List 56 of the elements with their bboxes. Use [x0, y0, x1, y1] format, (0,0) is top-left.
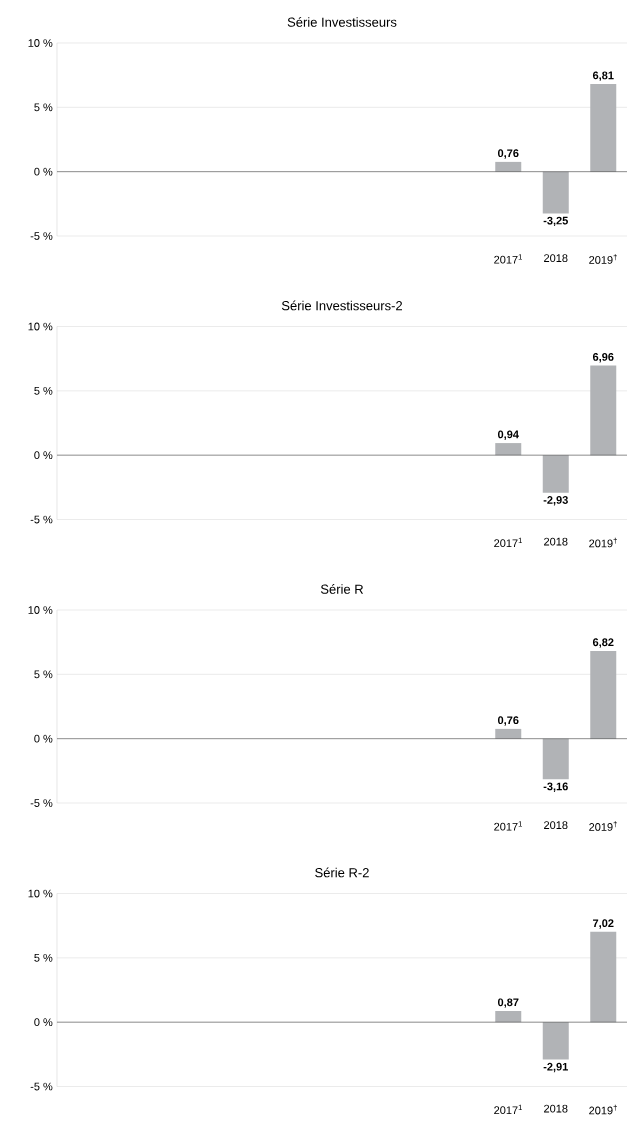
y-tick-label: -5 %	[30, 799, 53, 807]
data-label: 0,94	[497, 430, 519, 440]
bar	[542, 738, 569, 780]
x-tick-label: 2017$^{1}$	[494, 254, 522, 264]
chart-title: Série Investisseurs-2	[281, 300, 403, 311]
data-label: 6,81	[592, 71, 614, 81]
bar	[495, 161, 522, 172]
bar	[495, 443, 522, 456]
data-label: 7,02	[593, 919, 614, 929]
x-tick-label: 2019$^{†}$	[589, 821, 617, 831]
data-label: 0,87	[497, 998, 519, 1008]
data-label: 6,82	[592, 638, 614, 648]
y-tick-label: 5 %	[34, 953, 53, 962]
bar	[495, 1010, 522, 1023]
data-label: 6,96	[592, 353, 614, 363]
data-label: -3,16	[543, 782, 568, 792]
bar	[590, 650, 617, 739]
data-label: -2,93	[543, 496, 568, 506]
y-tick-label: 0 %	[34, 1018, 53, 1027]
chart-title: Série R-2	[315, 867, 369, 878]
y-tick-label: 10 %	[28, 39, 53, 47]
x-tick-label: 2018	[544, 537, 568, 546]
y-tick-label: 5 %	[34, 103, 53, 112]
data-label: -2,91	[543, 1062, 568, 1073]
x-tick-label: 2019$^{†}$	[589, 537, 617, 548]
bar	[542, 455, 569, 493]
y-tick-label: -5 %	[30, 232, 53, 240]
bar	[542, 171, 569, 214]
y-tick-label: 0 %	[34, 451, 53, 460]
y-tick-label: 10 %	[28, 606, 53, 614]
y-tick-label: 5 %	[34, 386, 53, 395]
y-tick-label: 0 %	[34, 167, 53, 176]
data-label: 0,76	[497, 149, 519, 159]
y-tick-label: 0 %	[34, 734, 53, 743]
x-tick-label: 2017$^{1}$	[494, 1104, 522, 1115]
x-tick-label: 2017$^{1}$	[494, 821, 522, 831]
y-tick-label: -5 %	[30, 1082, 53, 1091]
data-label: -3,25	[543, 216, 568, 227]
y-tick-label: 10 %	[28, 889, 53, 898]
x-tick-label: 2018	[544, 254, 568, 262]
y-tick-label: -5 %	[30, 515, 53, 524]
bar	[542, 1022, 569, 1060]
x-tick-label: 2018	[544, 1104, 568, 1113]
bar	[590, 365, 617, 456]
chart-title: Série R	[320, 584, 364, 594]
x-tick-label: 2019$^{†}$	[589, 254, 617, 264]
x-tick-label: 2017$^{1}$	[494, 537, 522, 548]
x-tick-label: 2018	[544, 821, 568, 829]
bar	[590, 931, 617, 1023]
x-tick-label: 2019$^{†}$	[589, 1104, 617, 1115]
bar	[590, 84, 617, 172]
y-tick-label: 10 %	[28, 322, 53, 331]
data-label: 0,76	[497, 716, 519, 726]
chart-title: Série Investisseurs	[287, 17, 397, 27]
bar	[495, 728, 522, 739]
y-tick-label: 5 %	[34, 670, 53, 679]
